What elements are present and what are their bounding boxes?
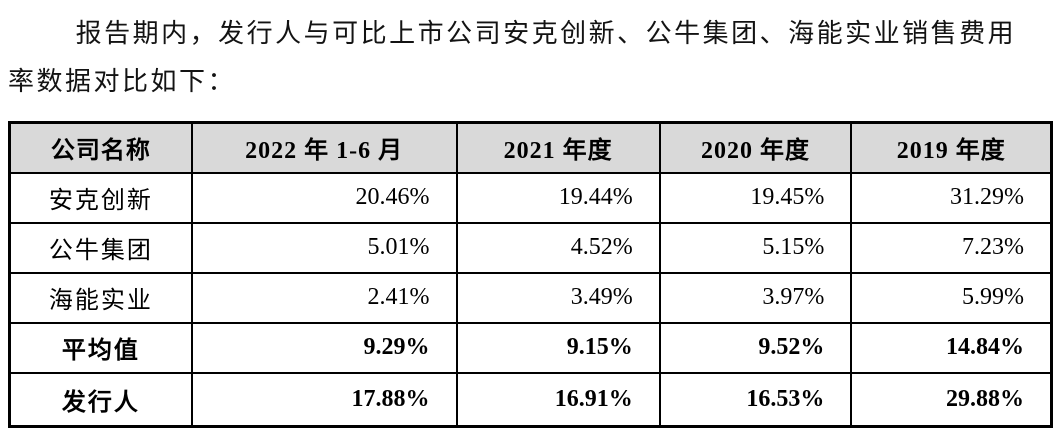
header-2019: 2019 年度: [850, 121, 1053, 174]
value-cell: 16.53%: [658, 371, 853, 428]
company-name-cell: 海能实业: [8, 271, 193, 324]
value-cell: 3.97%: [658, 271, 853, 324]
company-name-cell: 平均值: [8, 321, 193, 374]
table-row-issuer: 发行人 17.88% 16.91% 16.53% 29.88%: [8, 371, 1053, 428]
table-header-row: 公司名称 2022 年 1-6 月 2021 年度 2020 年度 2019 年…: [8, 121, 1053, 174]
value-cell: 17.88%: [190, 371, 458, 428]
value-cell: 20.46%: [190, 171, 458, 224]
value-cell: 31.29%: [850, 171, 1053, 224]
value-cell: 5.15%: [658, 221, 853, 274]
value-cell: 14.84%: [850, 321, 1053, 374]
value-cell: 5.99%: [850, 271, 1053, 324]
header-2020: 2020 年度: [658, 121, 853, 174]
header-2022-h1: 2022 年 1-6 月: [190, 121, 458, 174]
value-cell: 4.52%: [455, 221, 661, 274]
value-cell: 16.91%: [455, 371, 661, 428]
table-row-bull: 公牛集团 5.01% 4.52% 5.15% 7.23%: [8, 221, 1053, 274]
value-cell: 2.41%: [190, 271, 458, 324]
value-cell: 9.15%: [455, 321, 661, 374]
header-company-name: 公司名称: [8, 121, 193, 174]
company-name-cell: 公牛集团: [8, 221, 193, 274]
value-cell: 5.01%: [190, 221, 458, 274]
company-name-cell: 发行人: [8, 371, 193, 428]
value-cell: 9.29%: [190, 321, 458, 374]
company-name-cell: 安克创新: [8, 171, 193, 224]
header-2021: 2021 年度: [455, 121, 661, 174]
value-cell: 19.45%: [658, 171, 853, 224]
intro-paragraph: 报告期内，发行人与可比上市公司安克创新、公牛集团、海能实业销售费用 率数据对比如…: [0, 0, 1061, 106]
value-cell: 9.52%: [658, 321, 853, 374]
value-cell: 7.23%: [850, 221, 1053, 274]
value-cell: 3.49%: [455, 271, 661, 324]
table-row-anker: 安克创新 20.46% 19.44% 19.45% 31.29%: [8, 171, 1053, 224]
table-row-haineng: 海能实业 2.41% 3.49% 3.97% 5.99%: [8, 271, 1053, 324]
sales-expense-ratio-table: 公司名称 2022 年 1-6 月 2021 年度 2020 年度 2019 年…: [8, 121, 1053, 428]
paragraph-line-2: 率数据对比如下：: [8, 67, 237, 96]
value-cell: 19.44%: [455, 171, 661, 224]
value-cell: 29.88%: [850, 371, 1053, 428]
table-row-average: 平均值 9.29% 9.15% 9.52% 14.84%: [8, 321, 1053, 374]
paragraph-line-1: 报告期内，发行人与可比上市公司安克创新、公牛集团、海能实业销售费用: [75, 19, 1017, 48]
